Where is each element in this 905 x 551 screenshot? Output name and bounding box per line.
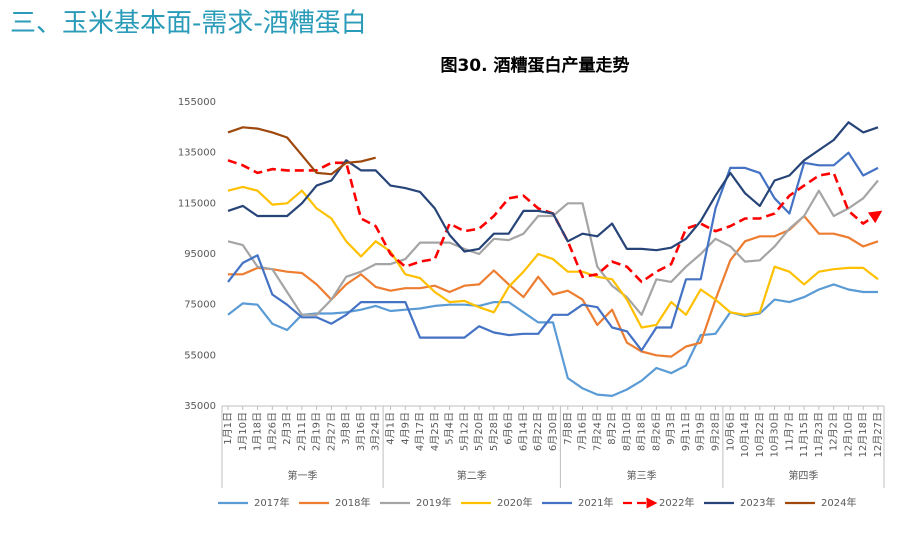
x-tick-label: 8月10日 [621, 412, 633, 451]
x-tick-label: 8月18日 [636, 412, 648, 451]
y-tick-label: 155000 [178, 97, 216, 108]
series-line [228, 214, 879, 358]
x-tick-label: 11月23日 [813, 412, 825, 457]
x-tick-label: 9月28日 [710, 412, 722, 451]
x-tick-label: 5月28日 [488, 412, 500, 451]
x-tick-label: 12月10日 [842, 412, 854, 457]
group-label: 第三季 [627, 469, 657, 482]
series-line [227, 121, 879, 253]
x-tick-label: 6月6日 [503, 412, 515, 445]
legend-label: 2020年 [497, 496, 532, 509]
x-tick-label: 1月18日 [252, 412, 264, 451]
x-tick-label: 1月26日 [266, 412, 278, 451]
x-tick-label: 2月11日 [296, 412, 308, 451]
series-line [227, 179, 879, 316]
y-tick-label: 135000 [178, 148, 216, 159]
x-tick-label: 10月30日 [769, 412, 781, 457]
series-line [227, 126, 376, 176]
x-tick-label: 1月1日 [222, 412, 234, 445]
legend-label: 2023年 [740, 496, 775, 509]
x-tick-label: 10月14日 [739, 412, 751, 457]
x-tick-label: 3月8日 [340, 412, 352, 445]
x-tick-label: 1月10日 [237, 412, 249, 451]
x-tick-label: 4月17日 [414, 412, 426, 451]
chart-title: 图30. 酒糟蛋白产量走势 [440, 55, 629, 76]
x-tick-label: 4月1日 [385, 412, 397, 445]
x-tick-label: 12月18日 [857, 412, 869, 457]
legend-label: 2021年 [578, 496, 613, 509]
group-label: 第二季 [457, 469, 487, 482]
page-header: 三、玉米基本面-需求-酒糟蛋白 [10, 9, 367, 39]
x-tick-label: 11月15日 [798, 412, 810, 457]
group-label: 第四季 [788, 469, 818, 482]
y-tick-label: 35000 [184, 401, 216, 412]
x-tick-label: 12月2日 [828, 412, 840, 451]
group-label: 第一季 [288, 469, 318, 482]
x-tick-label: 3月24日 [370, 412, 382, 451]
x-tick-label: 9月19日 [695, 412, 707, 451]
x-tick-label: 4月9日 [399, 412, 411, 445]
x-tick-label: 10月6日 [724, 412, 736, 451]
y-tick-label: 95000 [184, 249, 216, 260]
x-tick-label: 8月2日 [606, 412, 618, 445]
x-tick-label: 7月16日 [577, 412, 589, 451]
x-tick-label: 2月19日 [311, 412, 323, 451]
x-tick-label: 2月3日 [281, 412, 293, 445]
x-tick-label: 11月7日 [783, 412, 795, 451]
x-tick-label: 10月22日 [754, 412, 766, 457]
x-tick-label: 6月30日 [547, 412, 559, 451]
y-tick-label: 115000 [178, 198, 216, 209]
legend-label: 2018年 [335, 496, 370, 509]
legend-label: 2024年 [821, 496, 856, 509]
series-line [227, 283, 878, 397]
x-tick-label: 5月20日 [473, 412, 485, 451]
x-tick-label: 3月16日 [355, 412, 367, 451]
x-tick-label: 7月24日 [591, 412, 603, 451]
x-tick-label: 7月8日 [562, 412, 574, 445]
series-line [227, 185, 879, 329]
x-tick-label: 5月12日 [458, 412, 470, 451]
y-tick-label: 55000 [184, 350, 216, 361]
x-tick-label: 8月26日 [650, 412, 662, 451]
legend-label: 2019年 [416, 496, 451, 509]
legend-label: 2022年 [659, 496, 694, 509]
x-tick-label: 2月27日 [325, 412, 337, 451]
x-tick-label: 12月27日 [872, 412, 884, 457]
x-tick-label: 6月14日 [517, 412, 529, 451]
x-tick-label: 9月11日 [680, 412, 692, 451]
y-tick-label: 75000 [184, 300, 216, 311]
legend-label: 2017年 [254, 496, 289, 509]
x-tick-label: 9月3日 [665, 412, 677, 445]
x-tick-label: 5月4日 [444, 412, 456, 445]
x-tick-label: 4月25日 [429, 412, 441, 451]
x-tick-label: 6月22日 [532, 412, 544, 451]
